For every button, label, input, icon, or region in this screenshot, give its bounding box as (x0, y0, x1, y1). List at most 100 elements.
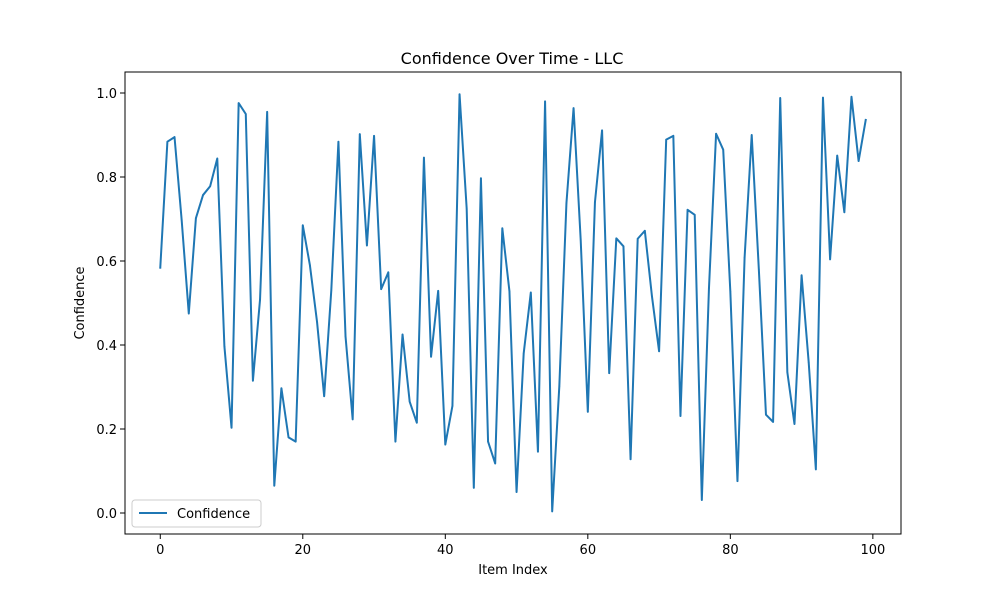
data-point (864, 119, 867, 121)
data-point (273, 484, 276, 487)
data-point (309, 264, 311, 267)
data-point (572, 107, 575, 109)
y-tick-label: 0.2 (96, 423, 117, 438)
x-axis-ticks: 0 20 40 60 80 100 (156, 534, 885, 558)
data-point (579, 239, 582, 241)
data-point (587, 410, 589, 413)
x-axis-label: Item Index (478, 563, 548, 578)
data-point (252, 379, 254, 382)
data-point (693, 214, 696, 216)
data-point (366, 244, 368, 247)
data-point (416, 421, 418, 424)
data-point (758, 268, 760, 271)
data-point (679, 415, 682, 417)
data-point (465, 207, 468, 210)
x-tick-label: 20 (295, 543, 312, 558)
data-point (743, 256, 746, 259)
data-point (537, 450, 539, 453)
data-point (601, 129, 603, 132)
plot-frame (124, 71, 902, 535)
data-point (173, 136, 176, 138)
data-point (195, 217, 197, 219)
data-point (750, 134, 753, 136)
data-point (501, 227, 504, 230)
y-tick-label: 0.6 (96, 255, 117, 270)
legend: Confidence (131, 499, 262, 528)
data-point (793, 423, 796, 425)
data-point (544, 100, 546, 103)
data-point (686, 208, 689, 211)
x-tick-label: 80 (722, 543, 739, 558)
data-point (337, 140, 340, 143)
data-point (187, 312, 190, 315)
data-point (401, 333, 404, 336)
data-point (629, 458, 632, 461)
data-point (722, 148, 725, 151)
data-point (373, 135, 375, 137)
y-axis-ticks: 0.0 0.2 0.4 0.6 0.8 1.0 (96, 87, 125, 522)
data-point (558, 385, 561, 387)
data-point (636, 237, 639, 240)
data-point (202, 194, 204, 196)
data-point (451, 405, 454, 407)
data-point (280, 387, 283, 390)
data-point (815, 468, 817, 471)
legend-box (131, 499, 262, 528)
x-tick-label: 40 (437, 543, 454, 558)
y-tick-label: 0.0 (96, 507, 117, 522)
data-point (594, 201, 596, 203)
data-point (230, 426, 233, 429)
data-point (829, 258, 831, 261)
x-tick-label: 100 (860, 543, 885, 558)
data-point (551, 510, 553, 513)
data-point (458, 93, 461, 96)
data-point (473, 487, 475, 489)
x-tick-label: 0 (156, 543, 164, 558)
y-tick-label: 1.0 (96, 87, 117, 102)
data-point (765, 413, 767, 416)
data-point (209, 185, 211, 188)
data-point (736, 480, 739, 482)
data-point (166, 140, 169, 143)
data-point (565, 202, 568, 204)
data-point (779, 97, 782, 99)
data-point (800, 274, 803, 277)
data-point (259, 298, 261, 301)
data-point (530, 291, 532, 294)
data-point (850, 95, 853, 98)
data-point (522, 352, 525, 355)
data-point (330, 289, 333, 292)
data-point (515, 491, 518, 493)
data-point (480, 177, 482, 180)
data-point (658, 350, 660, 353)
data-point (729, 290, 732, 293)
data-point (351, 418, 354, 421)
data-point (287, 436, 290, 439)
data-point (494, 462, 496, 465)
data-point (387, 271, 390, 274)
data-point (301, 224, 304, 227)
data-point (358, 133, 361, 135)
data-point (715, 132, 717, 135)
confidence-series-line (159, 93, 867, 513)
x-tick-label: 60 (580, 543, 597, 558)
data-point (344, 335, 347, 338)
chart-title: Confidence Over Time - LLC (401, 49, 624, 68)
y-tick-label: 0.4 (96, 339, 117, 354)
data-point (665, 138, 668, 141)
data-point (701, 499, 703, 501)
data-point (266, 111, 268, 113)
data-point (857, 160, 860, 162)
legend-label: Confidence (177, 507, 250, 522)
data-point (159, 266, 162, 269)
data-point (444, 443, 447, 446)
data-point (237, 102, 240, 104)
data-point (223, 345, 226, 348)
plot-area (125, 72, 901, 534)
data-point (487, 440, 489, 443)
data-point (615, 237, 618, 240)
data-point (180, 219, 183, 221)
data-point (294, 440, 297, 443)
data-point (508, 290, 511, 293)
